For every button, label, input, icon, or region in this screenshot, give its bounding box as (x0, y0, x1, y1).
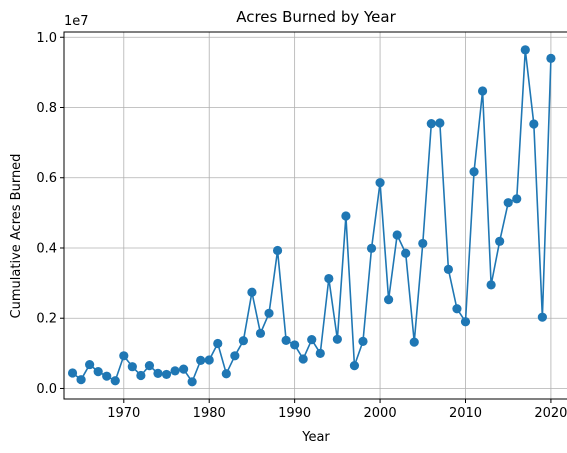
data-point (144, 361, 155, 371)
y-tick-label: 0.6 (36, 171, 57, 186)
data-point (486, 280, 496, 290)
data-point (512, 194, 522, 204)
grid-lines (64, 32, 567, 399)
data-point (213, 338, 223, 349)
data-point (495, 236, 505, 246)
data-point (170, 366, 180, 376)
data-point (187, 377, 197, 387)
data-point (341, 211, 351, 221)
y-tick-label: 1.0 (36, 31, 57, 46)
data-point (238, 336, 248, 346)
data-point (520, 45, 530, 55)
x-tick-label: 2020 (534, 406, 567, 421)
data-point (307, 335, 317, 345)
data-point (460, 317, 471, 327)
data-point (196, 355, 206, 365)
data-point (93, 367, 103, 377)
data-point (384, 295, 394, 305)
y-offset-text: 1e7 (64, 14, 89, 29)
data-point (110, 376, 120, 386)
data-point (503, 198, 513, 208)
data-point (452, 304, 462, 314)
data-point (153, 368, 163, 378)
data-point (127, 362, 137, 372)
data-point (375, 178, 385, 188)
data-point (204, 355, 214, 365)
data-point (418, 238, 428, 249)
x-axis-label: Year (301, 430, 330, 445)
data-point (247, 287, 257, 297)
x-axis-ticks: 1970 1980 1990 2000 2010 2020 (107, 399, 567, 421)
data-point (324, 273, 334, 284)
y-tick-label: 0.4 (36, 241, 57, 256)
data-point (443, 264, 454, 275)
y-tick-label: 0.0 (36, 382, 57, 397)
data-point (178, 364, 189, 374)
series-line (72, 49, 552, 383)
x-tick-label: 1970 (107, 406, 140, 421)
data-point (366, 243, 377, 253)
data-point (332, 334, 342, 344)
data-point (401, 248, 411, 258)
data-point (272, 245, 283, 256)
y-tick-label: 0.2 (36, 312, 57, 327)
data-point (435, 118, 445, 128)
x-tick-label: 2000 (364, 406, 397, 421)
data-point (85, 359, 95, 370)
x-tick-label: 1990 (278, 406, 311, 421)
data-point (392, 230, 402, 240)
chart-title: Acres Burned by Year (236, 8, 396, 26)
data-point (255, 328, 266, 338)
data-point (426, 119, 436, 129)
data-point (136, 370, 146, 381)
y-axis-ticks: 0.0 0.2 0.4 0.6 0.8 1.0 (36, 31, 64, 397)
data-point (161, 369, 172, 380)
x-tick-label: 1980 (193, 406, 226, 421)
data-point (67, 368, 78, 378)
data-point (281, 335, 291, 345)
data-point (230, 351, 240, 361)
data-point (76, 375, 86, 385)
data-point (264, 308, 274, 318)
data-point (298, 354, 308, 364)
data-point (315, 348, 325, 358)
data-point (290, 340, 300, 350)
data-point (546, 53, 556, 63)
y-axis-label: Cumulative Acres Burned (9, 154, 24, 319)
data-point (537, 312, 547, 322)
data-point (469, 167, 479, 177)
data-point (221, 369, 231, 379)
series-acres-burned (67, 45, 556, 387)
data-point (529, 119, 539, 129)
y-tick-label: 0.8 (36, 101, 57, 116)
x-tick-label: 2010 (449, 406, 482, 421)
data-point (409, 337, 419, 347)
data-point (349, 361, 360, 371)
data-point (102, 371, 112, 381)
data-point (119, 351, 129, 361)
data-point (477, 86, 488, 96)
data-point (358, 336, 368, 347)
plot-frame (63, 31, 567, 400)
